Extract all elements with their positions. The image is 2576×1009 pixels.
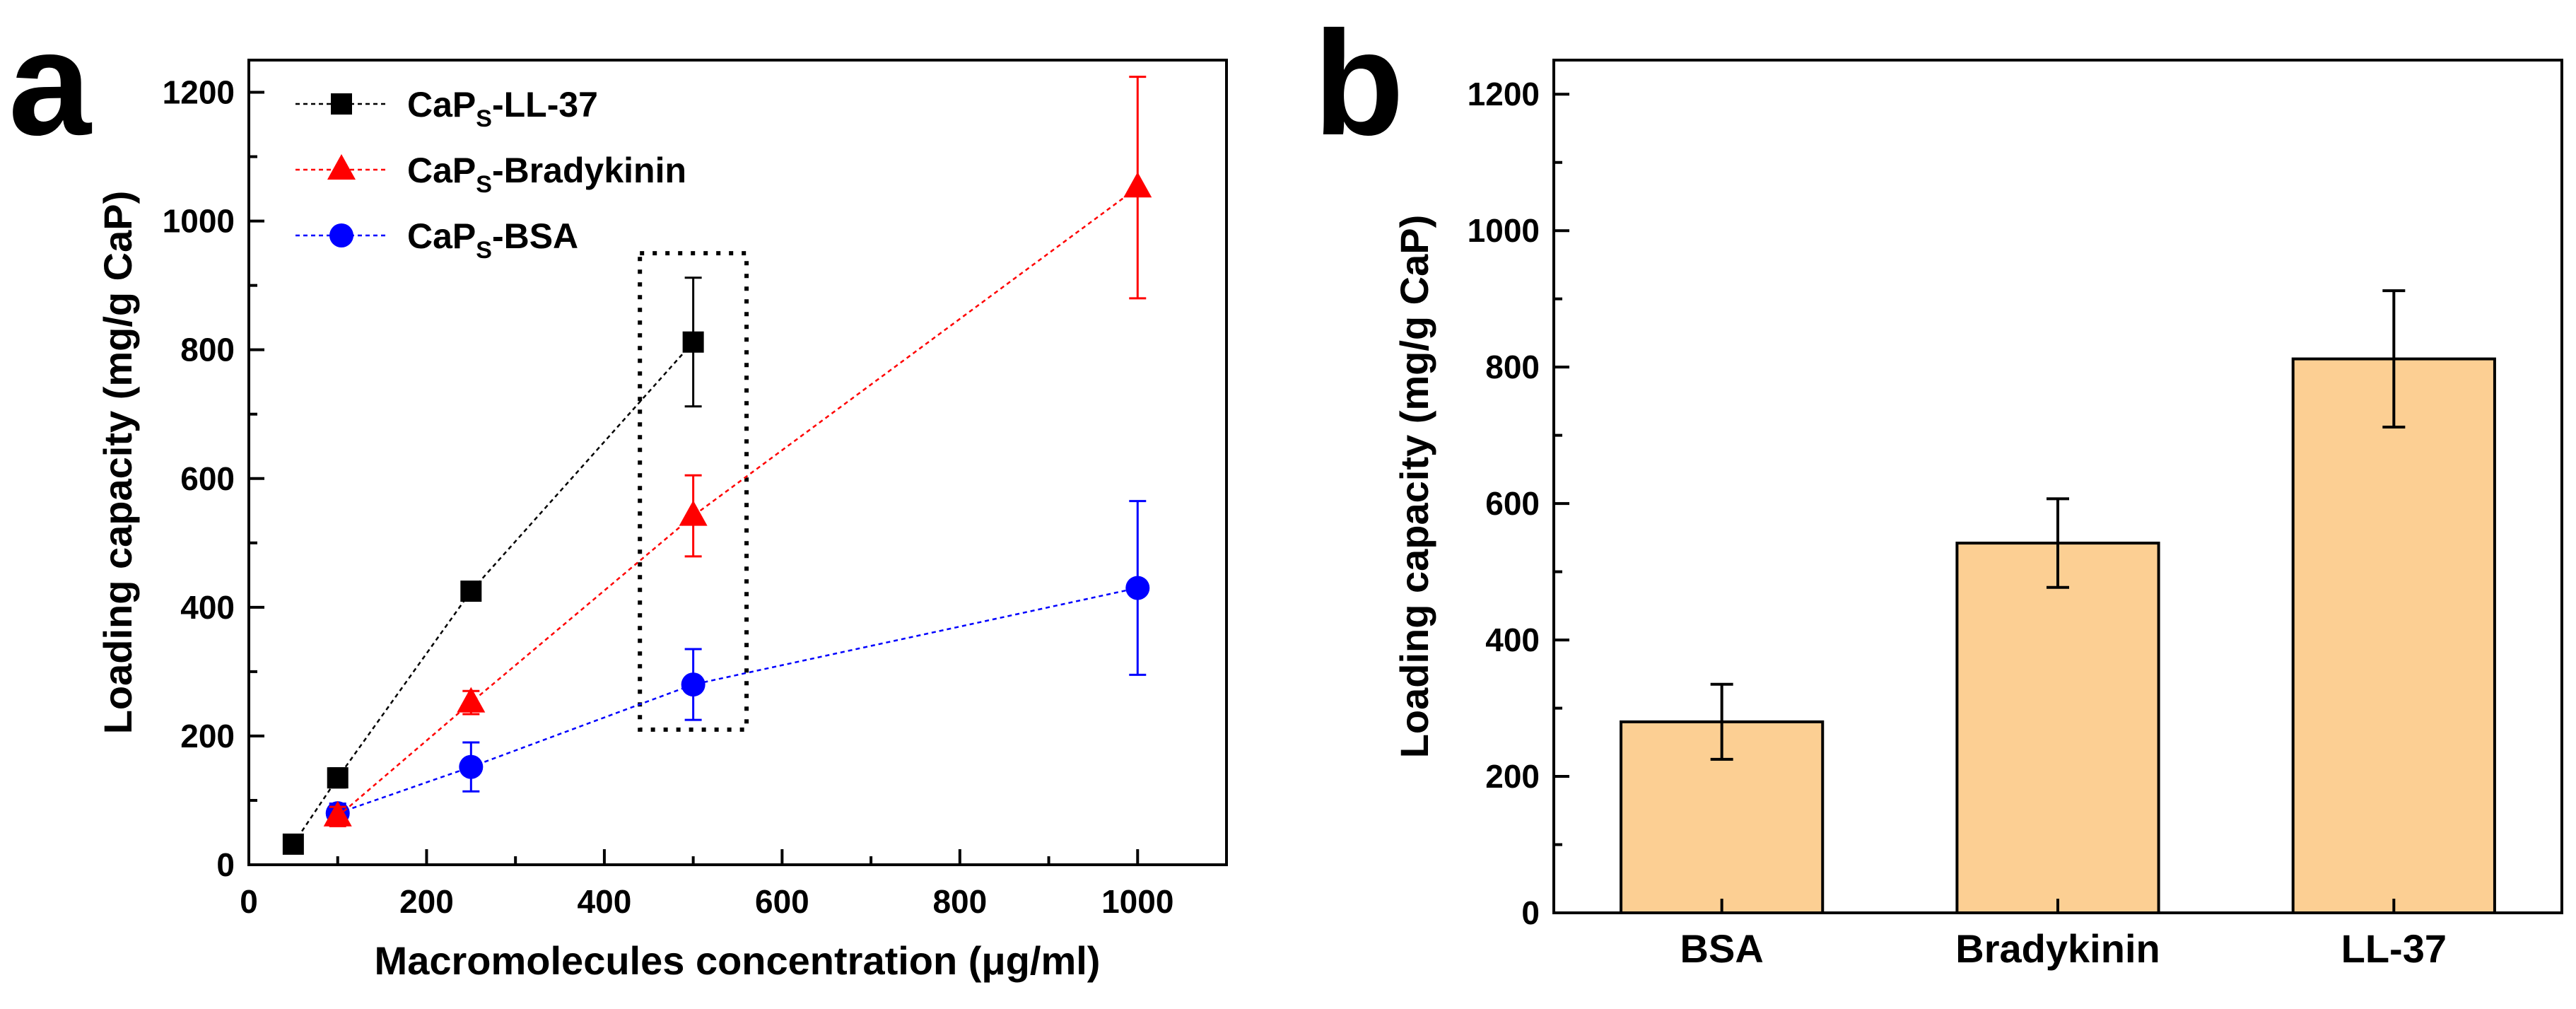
chart-a-series-line (292, 341, 694, 845)
chart-a-legend-marker (327, 154, 356, 180)
chart-a-x-tick-label: 600 (755, 883, 809, 920)
chart-a-data-point (323, 800, 352, 827)
chart-a-legend-label: CaPS-LL-37 (407, 85, 598, 132)
chart-b-y-tick-label: 1000 (1468, 212, 1540, 249)
legend-label-subscript: S (476, 237, 492, 264)
chart-b-y-tick-label: 800 (1485, 349, 1540, 385)
chart-b-y-tick-label: 400 (1485, 622, 1540, 658)
chart-a: 0 200 400 600 800 1000 0 200 400 600 800 1000 1200 M… (95, 59, 1228, 983)
chart-a-legend-marker (329, 223, 353, 247)
chart-a-data-point (682, 331, 704, 353)
chart-b-y-tick-label: 1200 (1468, 76, 1540, 112)
chart-a-data-point (1123, 172, 1152, 198)
legend-label-main: CaP (407, 85, 476, 124)
chart-a-y-tick-label: 400 (180, 589, 235, 626)
chart-a-y-tick-label: 0 (216, 846, 235, 883)
chart-b-category-label: LL-37 (2341, 926, 2447, 971)
chart-a-data-point (459, 754, 484, 779)
chart-a-data-point (681, 672, 706, 697)
legend-label-subscript: S (476, 171, 492, 198)
legend-label-subscript: S (476, 105, 492, 132)
chart-a-series-line (336, 187, 1139, 817)
chart-a-y-axis-label: Loading capacity (mg/g CaP) (95, 191, 140, 735)
chart-a-data-point (679, 500, 708, 526)
chart-b-bar (1955, 542, 2160, 914)
chart-a-x-tick-label: 0 (240, 883, 258, 920)
chart-a-data-point (460, 581, 482, 602)
chart-a-y-tick-label: 200 (180, 718, 235, 754)
chart-a-dotted-highlight-box (638, 251, 749, 732)
chart-a-y-tick-label: 600 (180, 460, 235, 497)
chart-a-data-point (457, 687, 486, 713)
chart-a-axes: 0 200 400 600 800 1000 0 200 400 600 800 1000 1200 (163, 74, 1174, 920)
chart-a-marks (282, 76, 1152, 855)
legend-label-rest: -LL-37 (492, 85, 598, 124)
chart-a-x-tick-label: 400 (578, 883, 632, 920)
chart-b-y-tick-label: 200 (1485, 758, 1540, 795)
chart-b-bar (2291, 357, 2496, 914)
chart-a-y-tick-label: 1200 (163, 74, 235, 111)
chart-b-axes: 0 200 400 600 800 1000 1200 BSA Bradykinin LL-37 (1468, 76, 2447, 971)
chart-a-plot-frame (247, 59, 1228, 866)
chart-a-data-point (327, 767, 349, 789)
chart-a-legend-label: CaPS-Bradykinin (407, 151, 686, 198)
panel-a-letter: a (8, 0, 93, 166)
chart-b-y-axis-label: Loading capacity (mg/g CaP) (1392, 215, 1436, 759)
chart-b-category-label: Bradykinin (1955, 926, 2160, 971)
legend-label-rest: -Bradykinin (492, 151, 686, 190)
legend-label-main: CaP (407, 216, 476, 256)
chart-a-y-tick-label: 1000 (163, 203, 235, 240)
chart-a-series-line (337, 587, 1138, 815)
chart-b-category-label: BSA (1680, 926, 1764, 971)
chart-a-x-tick-label: 800 (932, 883, 987, 920)
chart-a-data-point (282, 833, 304, 855)
chart-a-x-axis-label: Macromolecules concentration (μg/ml) (375, 938, 1101, 983)
chart-a-x-tick-label: 1000 (1101, 883, 1173, 920)
chart-a-y-tick-label: 800 (180, 332, 235, 368)
chart-b-y-tick-label: 0 (1521, 894, 1540, 931)
chart-b-y-tick-label: 600 (1485, 485, 1540, 522)
chart-a-legend-marker (331, 93, 352, 115)
chart-a-data-point (1125, 576, 1150, 600)
panel-b-letter: b (1313, 0, 1404, 166)
legend-label-main: CaP (407, 151, 476, 190)
legend-label-rest: -BSA (492, 216, 578, 256)
chart-a-legend-label: CaPS-BSA (407, 216, 578, 264)
chart-b-marks (1620, 289, 2496, 915)
chart-a-x-tick-label: 200 (399, 883, 454, 920)
